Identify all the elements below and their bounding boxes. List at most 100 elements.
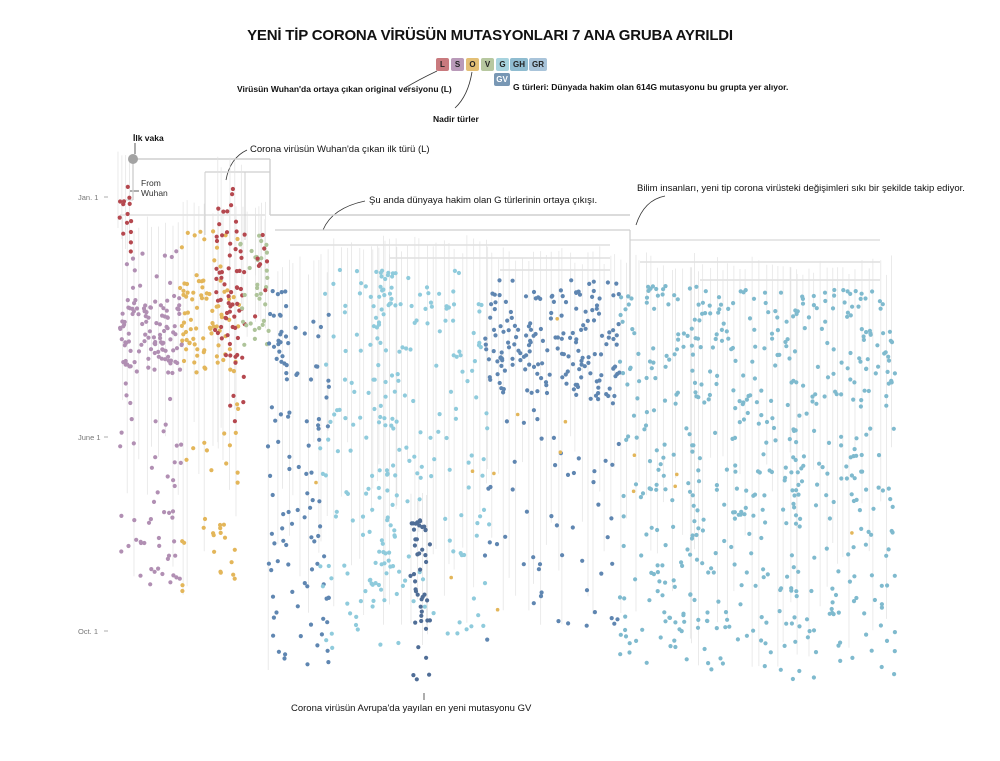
sample-node [760,615,764,619]
sample-node [844,464,848,468]
sample-node [119,549,123,553]
sample-node [175,346,179,350]
sample-node [893,574,897,578]
sample-node [791,502,795,506]
sample-node [166,370,170,374]
sample-node [792,565,796,569]
sample-node [448,468,452,472]
sample-node [702,518,706,522]
sample-node [483,553,487,557]
sample-node [837,611,841,615]
sample-node [656,589,660,593]
sample-node [659,635,663,639]
sample-node [711,345,715,349]
sample-node [118,444,122,448]
sample-node [610,562,614,566]
sample-node [326,660,330,664]
sample-node [695,558,699,562]
sample-node [418,497,422,501]
sample-node [321,472,325,476]
sample-node [185,282,189,286]
sample-node [139,343,143,347]
sample-node [785,575,789,579]
sample-node [830,587,834,591]
sample-node [751,629,755,633]
sample-node [772,426,776,430]
sample-node [848,377,852,381]
sample-node [329,576,333,580]
sample-node [640,628,644,632]
sample-node [853,476,857,480]
sample-node [228,368,232,372]
sample-node [195,273,199,277]
sample-node [691,533,695,537]
sample-node [733,406,737,410]
sample-node [576,385,580,389]
sample-node [380,538,384,542]
sample-node [606,535,610,539]
sample-node [513,460,517,464]
sample-node [860,453,864,457]
sample-node [475,521,479,525]
sample-node [404,446,408,450]
sample-node [484,411,488,415]
sample-node [309,377,313,381]
sample-node [752,328,756,332]
sample-node [696,618,700,622]
sample-node [813,392,817,396]
sample-node [639,495,643,499]
sample-node [699,345,703,349]
sample-node [592,318,596,322]
sample-node [423,553,427,557]
sample-node [539,327,543,331]
sample-node [701,528,705,532]
sample-node [424,656,428,660]
sample-node [268,474,272,478]
sample-node [271,595,275,599]
sample-node [432,457,436,461]
sample-node [201,336,205,340]
sample-node [299,634,303,638]
sample-node [225,209,229,213]
sample-node [696,337,700,341]
sample-node [238,269,242,273]
sample-node [693,318,697,322]
sample-node [641,491,645,495]
sample-node [852,574,856,578]
sample-node [131,286,135,290]
sample-node [193,342,197,346]
sample-node [579,328,583,332]
sample-node [140,322,144,326]
sample-node [135,369,139,373]
sample-node [556,335,560,339]
sample-node [418,568,422,572]
sample-node [186,311,190,315]
sample-node [396,372,400,376]
sample-node [153,455,157,459]
sample-node [652,408,656,412]
sample-node [770,332,774,336]
sample-node [281,539,285,543]
sample-node [571,525,575,529]
sample-node [698,456,702,460]
sample-node [859,404,863,408]
sample-node [501,390,505,394]
sample-node [864,330,868,334]
sample-node [549,316,553,320]
sample-node [624,634,628,638]
sample-node [345,602,349,606]
sample-node [812,429,816,433]
sample-node [382,312,386,316]
sample-node [571,362,575,366]
sample-node [469,624,473,628]
sample-node [778,609,782,613]
sample-node [356,627,360,631]
sample-node [512,342,516,346]
sample-node [319,325,323,329]
sample-node [173,554,177,558]
sample-node [451,289,455,293]
sample-node [618,360,622,364]
sample-node [836,569,840,573]
sample-node [202,526,206,530]
sample-node [535,372,539,376]
